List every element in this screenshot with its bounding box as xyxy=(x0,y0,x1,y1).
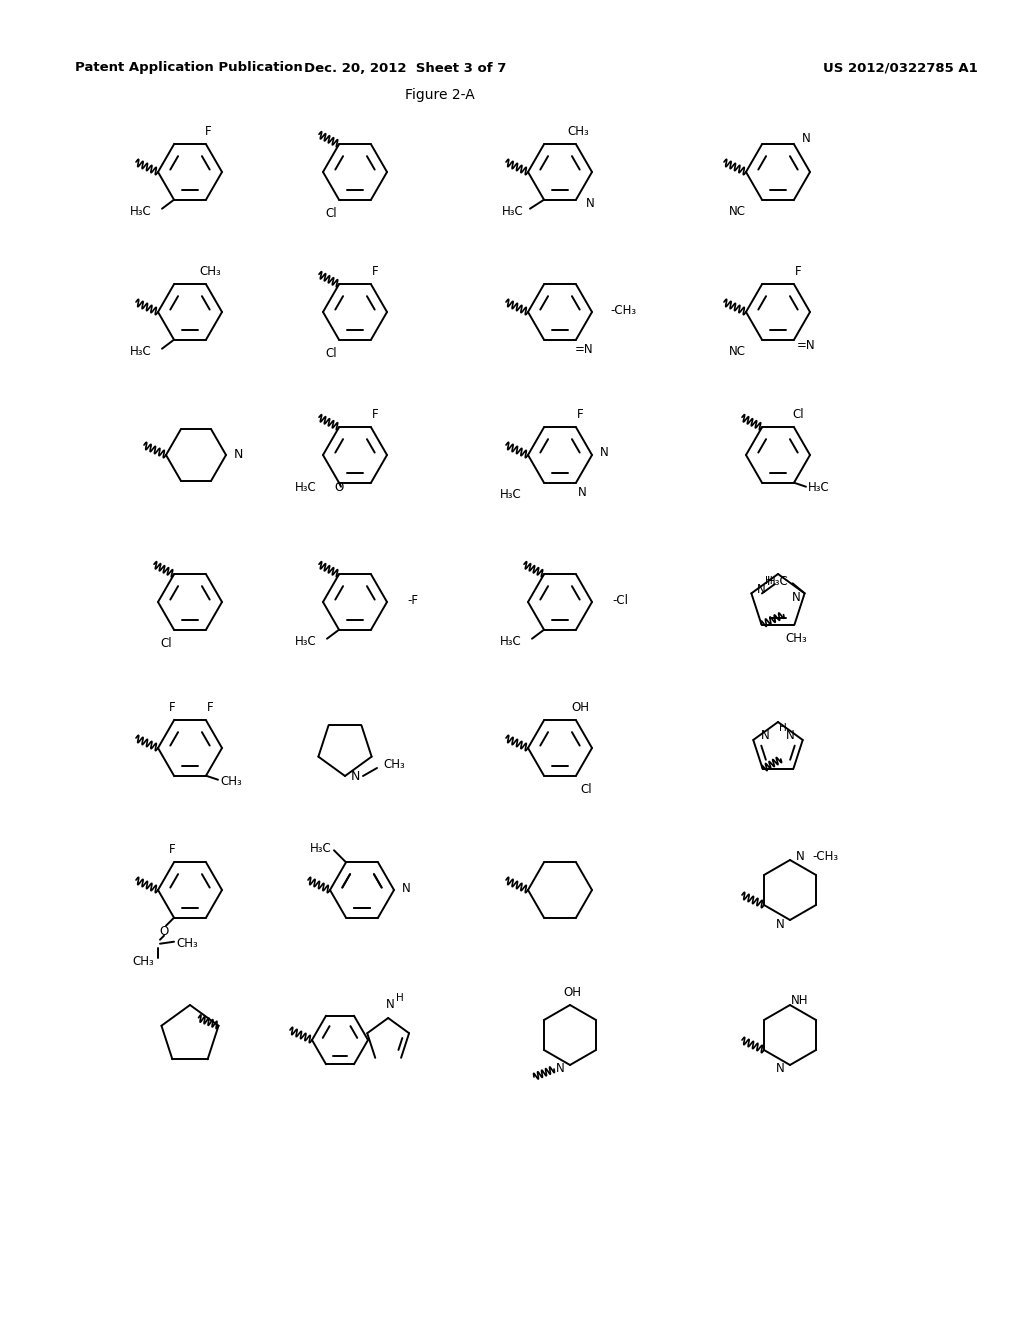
Text: Figure 2-A: Figure 2-A xyxy=(406,88,475,102)
Text: N: N xyxy=(757,583,766,595)
Text: N: N xyxy=(386,998,394,1011)
Text: H₃C: H₃C xyxy=(501,488,522,502)
Text: H₃C: H₃C xyxy=(130,346,152,358)
Text: N: N xyxy=(775,917,784,931)
Text: NC: NC xyxy=(729,346,746,358)
Text: H: H xyxy=(779,723,786,733)
Text: H₃C: H₃C xyxy=(501,635,522,648)
Text: H₃C: H₃C xyxy=(310,842,332,855)
Text: H₃C: H₃C xyxy=(295,482,317,494)
Text: F: F xyxy=(205,125,211,137)
Text: N: N xyxy=(233,449,243,462)
Text: Cl: Cl xyxy=(580,783,592,796)
Text: CH₃: CH₃ xyxy=(220,775,242,788)
Text: =N: =N xyxy=(574,343,593,356)
Text: Cl: Cl xyxy=(793,408,804,421)
Text: Dec. 20, 2012  Sheet 3 of 7: Dec. 20, 2012 Sheet 3 of 7 xyxy=(304,62,506,74)
Text: OH: OH xyxy=(563,986,581,998)
Text: N: N xyxy=(761,730,770,742)
Text: H: H xyxy=(396,993,404,1003)
Text: -CH₃: -CH₃ xyxy=(610,304,636,317)
Text: H₃C: H₃C xyxy=(295,635,317,648)
Text: H₃C: H₃C xyxy=(808,482,829,494)
Text: N: N xyxy=(401,882,411,895)
Text: H: H xyxy=(766,577,773,586)
Text: N: N xyxy=(796,850,805,862)
Text: NC: NC xyxy=(729,205,746,218)
Text: -CH₃: -CH₃ xyxy=(812,850,838,862)
Text: H₃C: H₃C xyxy=(502,205,524,218)
Text: N: N xyxy=(786,730,795,742)
Text: N: N xyxy=(793,591,801,603)
Text: -Cl: -Cl xyxy=(612,594,628,606)
Text: US 2012/0322785 A1: US 2012/0322785 A1 xyxy=(822,62,977,74)
Text: CH₃: CH₃ xyxy=(132,956,154,968)
Text: F: F xyxy=(207,701,213,714)
Text: H₃C: H₃C xyxy=(767,574,788,587)
Text: F: F xyxy=(577,408,584,421)
Text: CH₃: CH₃ xyxy=(567,125,589,137)
Text: H₃C: H₃C xyxy=(130,205,152,218)
Text: N: N xyxy=(350,770,359,783)
Text: N: N xyxy=(586,197,594,210)
Text: F: F xyxy=(169,701,175,714)
Text: OH: OH xyxy=(571,701,589,714)
Text: N: N xyxy=(578,486,587,499)
Text: Cl: Cl xyxy=(161,638,172,651)
Text: N: N xyxy=(802,132,810,145)
Text: O: O xyxy=(160,925,169,939)
Text: O: O xyxy=(334,482,343,494)
Text: Cl: Cl xyxy=(326,347,337,360)
Text: N: N xyxy=(556,1063,564,1076)
Text: N: N xyxy=(775,1063,784,1076)
Text: CH₃: CH₃ xyxy=(383,758,404,771)
Text: NH: NH xyxy=(792,994,809,1007)
Text: CH₃: CH₃ xyxy=(199,265,221,277)
Text: F: F xyxy=(372,408,378,421)
Text: CH₃: CH₃ xyxy=(176,937,198,950)
Text: CH₃: CH₃ xyxy=(785,632,807,645)
Text: Patent Application Publication: Patent Application Publication xyxy=(75,62,303,74)
Text: F: F xyxy=(795,265,802,277)
Text: =N: =N xyxy=(797,339,815,352)
Text: Cl: Cl xyxy=(326,207,337,220)
Text: F: F xyxy=(169,842,175,855)
Text: -F: -F xyxy=(407,594,418,606)
Text: N: N xyxy=(600,446,608,459)
Text: F: F xyxy=(372,265,378,277)
